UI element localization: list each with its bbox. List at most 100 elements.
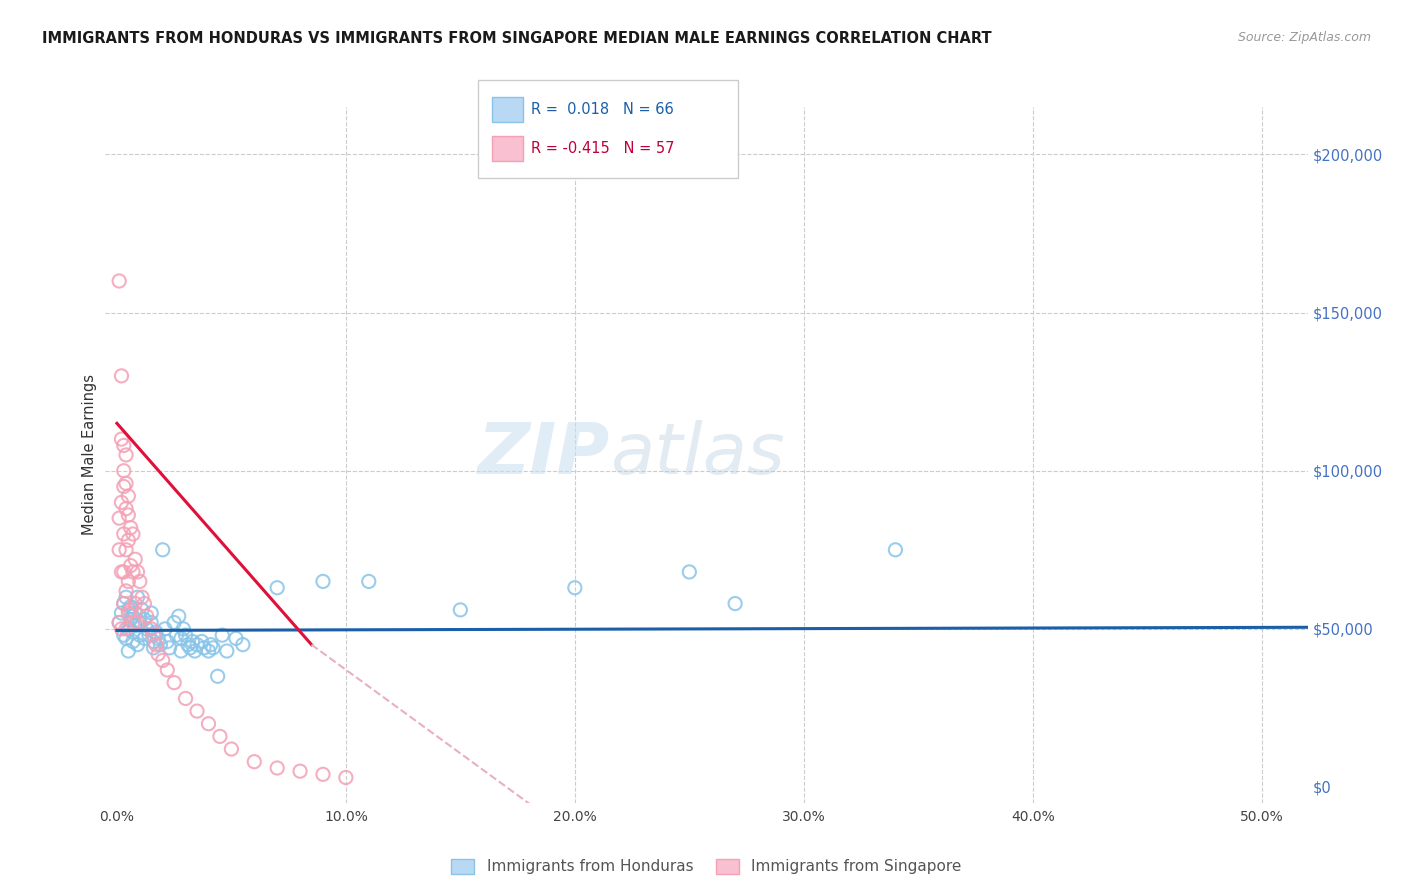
Point (127, 638, 149, 652)
Point (232, 638, 254, 652)
Point (131, 603, 153, 617)
Point (117, 622, 139, 636)
Point (108, 615, 131, 630)
Point (117, 606, 139, 620)
Point (115, 583, 138, 598)
Point (186, 704, 208, 718)
Point (127, 615, 149, 630)
Point (156, 634, 179, 648)
Point (108, 274, 131, 288)
Point (108, 511, 131, 525)
Point (152, 542, 174, 557)
Text: Source: ZipAtlas.com: Source: ZipAtlas.com (1237, 31, 1371, 45)
Point (112, 597, 135, 611)
Point (193, 640, 215, 655)
Point (108, 615, 131, 630)
Point (120, 612, 142, 626)
Y-axis label: Median Male Earnings: Median Male Earnings (82, 375, 97, 535)
Point (141, 606, 163, 620)
Point (165, 628, 187, 642)
Point (117, 508, 139, 522)
Point (127, 565, 149, 579)
Point (128, 574, 150, 589)
Point (141, 615, 163, 630)
Point (110, 495, 132, 509)
Point (153, 622, 176, 636)
Point (124, 618, 146, 632)
Point (142, 628, 165, 642)
Point (243, 755, 266, 769)
Point (120, 558, 142, 573)
Text: atlas: atlas (610, 420, 785, 490)
Point (110, 622, 132, 636)
Point (135, 609, 157, 624)
Point (163, 615, 186, 630)
Point (202, 640, 225, 655)
Text: IMMIGRANTS FROM HONDURAS VS IMMIGRANTS FROM SINGAPORE MEDIAN MALE EARNINGS CORRE: IMMIGRANTS FROM HONDURAS VS IMMIGRANTS F… (42, 31, 991, 46)
Point (145, 638, 167, 652)
Point (208, 730, 231, 744)
Point (115, 501, 138, 516)
Point (266, 581, 288, 595)
Point (215, 644, 238, 658)
Point (122, 615, 145, 630)
Point (108, 542, 131, 557)
Point (156, 663, 179, 677)
Point (134, 597, 156, 611)
Point (167, 609, 190, 624)
Point (112, 597, 135, 611)
Point (190, 634, 212, 648)
Point (124, 552, 146, 566)
Point (117, 489, 139, 503)
Point (152, 653, 174, 667)
Point (117, 603, 139, 617)
Point (174, 691, 197, 706)
Point (117, 644, 139, 658)
Point (117, 533, 139, 548)
Point (186, 638, 208, 652)
Point (135, 622, 157, 636)
Point (115, 448, 138, 462)
Point (131, 591, 153, 605)
Point (564, 581, 586, 595)
Point (197, 644, 219, 658)
Point (112, 527, 135, 541)
Text: R = -0.415   N = 57: R = -0.415 N = 57 (531, 141, 675, 155)
Point (115, 476, 138, 491)
Point (124, 606, 146, 620)
Point (163, 675, 186, 690)
Point (122, 634, 145, 648)
Point (312, 767, 335, 781)
Point (211, 628, 233, 642)
Point (115, 542, 138, 557)
Point (110, 368, 132, 383)
Point (124, 597, 146, 611)
Point (146, 632, 169, 646)
Point (141, 622, 163, 636)
Legend: Immigrants from Honduras, Immigrants from Singapore: Immigrants from Honduras, Immigrants fro… (444, 851, 969, 882)
Point (120, 599, 142, 614)
Point (678, 565, 700, 579)
Point (138, 628, 160, 642)
Point (149, 638, 172, 652)
Point (174, 628, 197, 642)
Point (120, 603, 142, 617)
Point (181, 634, 204, 648)
Point (449, 603, 471, 617)
Point (184, 644, 207, 658)
Point (134, 632, 156, 646)
Point (172, 622, 194, 636)
Point (122, 625, 145, 640)
Point (225, 632, 247, 646)
Point (112, 479, 135, 493)
Point (112, 464, 135, 478)
Point (122, 609, 145, 624)
Point (170, 632, 193, 646)
Point (266, 761, 288, 775)
Point (170, 644, 193, 658)
Point (884, 542, 907, 557)
Point (120, 521, 142, 535)
Point (134, 612, 156, 626)
Point (142, 640, 165, 655)
Point (115, 622, 138, 636)
